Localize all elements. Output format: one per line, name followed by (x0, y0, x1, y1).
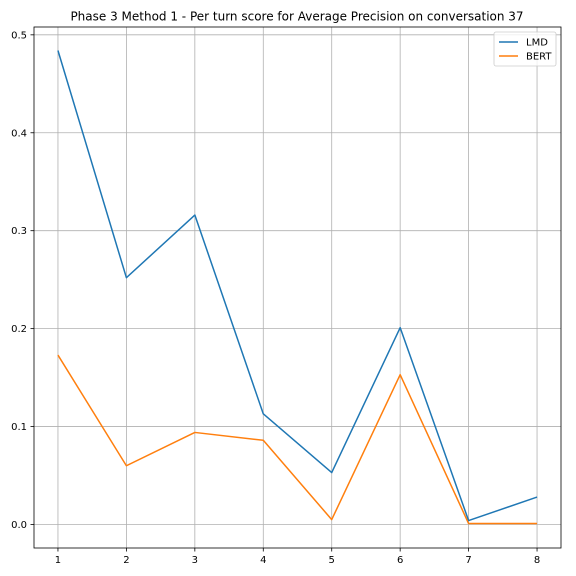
y-tick-label: 0.3 (11, 226, 27, 237)
series-line-lmd (57, 50, 538, 522)
legend-label-bert: BERT (526, 52, 552, 63)
chart-title: Phase 3 Method 1 - Per turn score for Av… (70, 10, 523, 24)
x-axis: 1 2 3 4 5 6 7 8 (55, 548, 540, 566)
x-tick-label: 2 (123, 555, 129, 566)
series-line-bert (57, 354, 538, 525)
x-tick-label: 6 (397, 555, 403, 566)
x-tick-label: 3 (192, 555, 198, 566)
grid (34, 27, 561, 548)
y-axis: 0.0 0.1 0.2 0.3 0.4 0.5 (11, 30, 34, 531)
series-lines (57, 50, 538, 525)
y-tick-label: 0.1 (11, 422, 27, 433)
legend: LMD BERT (493, 31, 557, 67)
x-tick-label: 5 (329, 555, 335, 566)
y-tick-label: 0.0 (11, 520, 27, 531)
x-tick-label: 7 (465, 555, 471, 566)
y-tick-label: 0.2 (11, 324, 27, 335)
x-tick-label: 8 (534, 555, 540, 566)
legend-label-lmd: LMD (526, 38, 548, 49)
x-tick-label: 4 (260, 555, 266, 566)
y-tick-label: 0.4 (11, 128, 27, 139)
y-tick-label: 0.5 (11, 30, 27, 41)
x-tick-label: 1 (55, 555, 61, 566)
legend-box (493, 31, 557, 67)
plot-area-frame (33, 26, 562, 549)
